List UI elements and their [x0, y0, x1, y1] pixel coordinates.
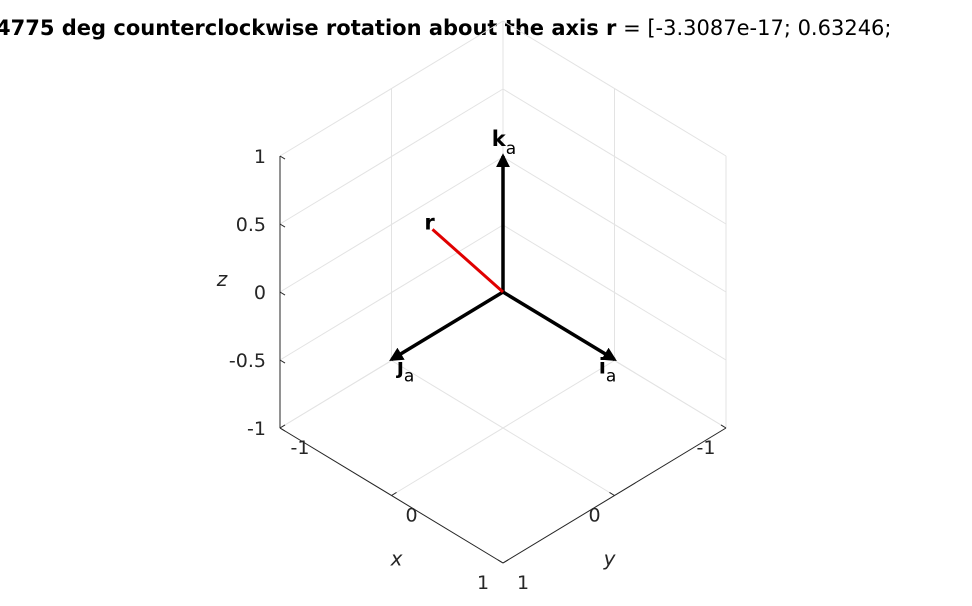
z-axis-label: z — [216, 267, 228, 291]
y-tick-mark — [609, 492, 615, 496]
z-tick-mark — [279, 223, 286, 228]
z-tick-label: 1 — [254, 146, 266, 168]
grid-line — [391, 360, 615, 496]
y-tick-label: 1 — [477, 572, 489, 594]
x-tick-label: 0 — [405, 505, 417, 527]
z-tick-mark — [279, 291, 286, 296]
vectors: ia ja ka r — [389, 127, 617, 387]
x-tick-label: -1 — [291, 437, 310, 459]
title-prefix: 4775 deg counterclockwise rotation about… — [0, 16, 606, 40]
y-tick-label: 0 — [588, 505, 600, 527]
vector-label-r: r — [424, 210, 435, 234]
z-tick-mark — [279, 359, 286, 364]
z-tick-mark — [279, 155, 286, 160]
grid-line — [279, 224, 504, 361]
plot-title: 4775 deg counterclockwise rotation about… — [0, 16, 892, 40]
z-tick-label: -0.5 — [229, 350, 266, 372]
vector-label-j: ja — [396, 355, 415, 387]
grid-line — [502, 20, 727, 157]
vector-label-k: ka — [492, 127, 516, 159]
x-axis-label: x — [390, 547, 403, 571]
vector-j-a — [389, 290, 504, 361]
x-tick-mark — [279, 424, 286, 429]
x-tick-mark — [391, 492, 397, 496]
grid-line — [279, 156, 504, 293]
vector-i-a — [502, 290, 617, 361]
z-tick-mark — [279, 427, 286, 432]
grid-line — [502, 156, 727, 293]
grid-line — [502, 224, 727, 361]
title-suffix: = [-3.3087e-17; 0.63246; — [616, 16, 891, 40]
tick-marks — [279, 155, 727, 564]
y-tick-mark — [720, 424, 727, 429]
grid-line — [279, 20, 504, 157]
z-tick-label: 0.5 — [236, 214, 266, 236]
vector-label-i: ia — [599, 355, 617, 387]
y-tick-label: -1 — [697, 437, 716, 459]
grid-line — [279, 88, 504, 225]
x-tick-label: 1 — [517, 572, 529, 594]
grid-line — [502, 88, 727, 225]
vector-r — [431, 228, 504, 294]
y-tick-mark — [497, 559, 504, 564]
title-bold-symbol: r — [606, 16, 617, 40]
x-tick-mark — [502, 559, 509, 564]
z-tick-label: 0 — [254, 282, 266, 304]
y-axis-label: y — [603, 547, 617, 571]
z-tick-label: -1 — [247, 418, 266, 440]
tick-labels: -1 0 1 -1 0 1 -1 -0.5 0 0.5 1 — [229, 146, 716, 594]
